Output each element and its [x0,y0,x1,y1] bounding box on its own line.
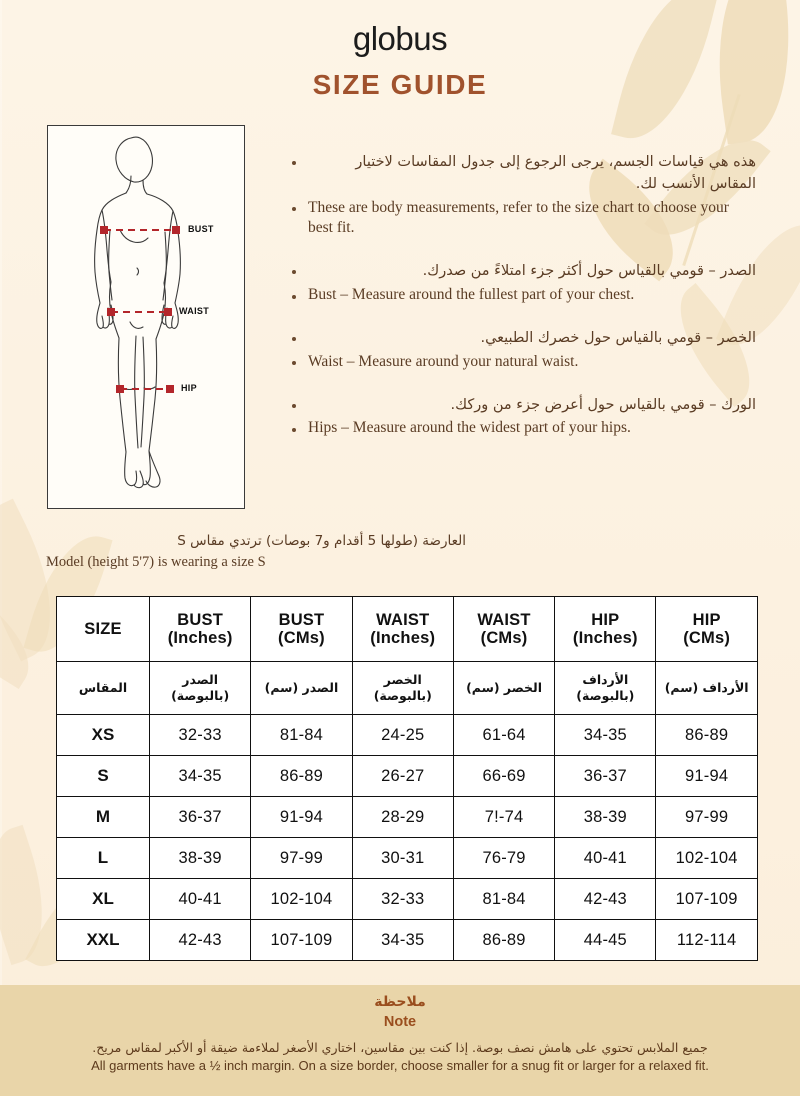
instruction-group: الصدر – قومي بالقياس حول أكثر جزء امتلاء… [286,261,756,306]
table-row: M 36-37 91-94 28-29 7!-74 38-39 97-99 [56,796,758,838]
note-section: ملاحظة Note جميع الملابس تحتوي على هامش … [0,985,800,1096]
col-header-waist-in: WAIST (Inches) [351,596,454,662]
cell-waist-cm: 61-64 [452,714,556,756]
cell-hip-in: 36-37 [554,755,657,797]
cell-bust-in: 42-43 [148,919,252,961]
cell-size: M [56,796,150,838]
cell-size: S [56,755,150,797]
table-row: XXL 42-43 107-109 34-35 86-89 44-45 112-… [56,919,758,961]
cell-waist-in: 28-29 [351,796,454,838]
cell-hip-in: 38-39 [554,796,657,838]
instruction-en: Waist – Measure around your natural wais… [286,352,756,373]
cell-hip-in: 44-45 [554,919,657,961]
col-header-size: SIZE [56,596,150,662]
table-row: XS 32-33 81-84 24-25 61-64 34-35 86-89 [56,714,758,756]
cell-bust-in: 34-35 [148,755,252,797]
cell-hip-cm: 91-94 [655,755,758,797]
cell-hip-cm: 107-109 [655,878,758,920]
cell-bust-in: 36-37 [148,796,252,838]
cell-bust-cm: 102-104 [250,878,353,920]
cell-waist-cm: 7!-74 [452,796,556,838]
label-bust: BUST [188,224,214,234]
instruction-en: These are body measurements, refer to th… [286,198,756,240]
instruction-ar: هذه هي قياسات الجسم، يرجى الرجوع إلى جدو… [286,152,756,196]
cell-waist-cm: 86-89 [452,919,556,961]
cell-bust-cm: 81-84 [250,714,353,756]
col-header-hip-in-ar: الأرداف (بالبوصة) [554,661,657,715]
cell-hip-cm: 112-114 [655,919,758,961]
note-title-en: Note [383,1013,417,1030]
col-header-hip-cm: HIP (CMs) [655,596,758,662]
cell-hip-in: 40-41 [554,837,657,879]
female-body-illustration [94,136,181,489]
cell-size: XXL [56,919,150,961]
cell-hip-cm: 97-99 [655,796,758,838]
cell-waist-in: 30-31 [351,837,454,879]
cell-size: XL [56,878,150,920]
instruction-ar: الورك – قومي بالقياس حول أعرض جزء من ورك… [286,395,756,417]
label-hip: HIP [181,383,197,393]
measurement-instructions: هذه هي قياسات الجسم، يرجى الرجوع إلى جدو… [286,152,756,461]
table-header-row-en: SIZE BUST (Inches) BUST (CMs) WAIST (Inches… [56,596,758,662]
col-header-waist-cm: WAIST (CMs) [452,596,556,662]
col-header-bust-cm-ar: الصدر (سم) [250,661,353,715]
instruction-ar: الخصر – قومي بالقياس حول خصرك الطبيعي. [286,328,756,350]
cell-waist-in: 26-27 [351,755,454,797]
cell-bust-in: 40-41 [148,878,252,920]
brand-logo: globus [352,20,448,57]
instruction-group: الخصر – قومي بالقياس حول خصرك الطبيعي. W… [286,328,756,373]
instruction-en: Hips – Measure around the widest part of… [286,418,756,439]
page-title: SIZE GUIDE [312,69,488,100]
cell-waist-cm: 76-79 [452,837,556,879]
col-header-size-ar: المقاس [56,661,150,715]
table-header-row-ar: المقاس الصدر (بالبوصة) الصدر (سم) الخصر … [56,661,758,715]
cell-hip-in: 34-35 [554,714,657,756]
cell-hip-cm: 102-104 [655,837,758,879]
cell-waist-cm: 66-69 [452,755,556,797]
table-row: XL 40-41 102-104 32-33 81-84 42-43 107-1… [56,878,758,920]
table-row: S 34-35 86-89 26-27 66-69 36-37 91-94 [56,755,758,797]
cell-waist-in: 24-25 [351,714,454,756]
col-header-hip-cm-ar: الأرداف (سم) [655,661,758,715]
cell-bust-cm: 86-89 [250,755,353,797]
cell-waist-in: 32-33 [351,878,454,920]
col-header-waist-cm-ar: الخصر (سم) [452,661,556,715]
col-header-bust-in: BUST (Inches) [148,596,252,662]
body-measurement-figure: BUST WAIST HIP [47,125,245,509]
note-title-ar: ملاحظة [374,994,426,1010]
cell-bust-cm: 107-109 [250,919,353,961]
col-header-bust-cm: BUST (CMs) [250,596,353,662]
cell-waist-cm: 81-84 [452,878,556,920]
measurement-endpoints [100,226,180,393]
page-header: globus SIZE GUIDE [0,22,800,99]
instruction-group: هذه هي قياسات الجسم، يرجى الرجوع إلى جدو… [286,152,756,239]
cell-waist-in: 34-35 [351,919,454,961]
instruction-ar: الصدر – قومي بالقياس حول أكثر جزء امتلاء… [286,261,756,283]
col-header-waist-in-ar: الخصر (بالبوصة) [351,661,454,715]
cell-size: L [56,837,150,879]
instruction-en: Bust – Measure around the fullest part o… [286,285,756,306]
model-caption-ar: العارضة (طولها 5 أقدام و7 بوصات) ترتدي م… [177,533,466,549]
col-header-bust-in-ar: الصدر (بالبوصة) [148,661,252,715]
cell-bust-in: 38-39 [148,837,252,879]
note-body-ar: جميع الملابس تحتوي على هامش نصف بوصة. إذ… [92,1040,708,1056]
cell-hip-cm: 86-89 [655,714,758,756]
label-waist: WAIST [179,306,209,316]
col-header-hip-in: HIP (Inches) [554,596,657,662]
cell-hip-in: 42-43 [554,878,657,920]
instruction-group: الورك – قومي بالقياس حول أعرض جزء من ورك… [286,395,756,440]
cell-bust-cm: 91-94 [250,796,353,838]
model-caption-en: Model (height 5'7) is wearing a size S [46,553,266,570]
note-body-en: All garments have a ½ inch margin. On a … [91,1058,709,1074]
table-row: L 38-39 97-99 30-31 76-79 40-41 102-104 [56,837,758,879]
size-chart-table: SIZE BUST (Inches) BUST (CMs) WAIST (Inches… [56,596,758,961]
cell-bust-in: 32-33 [148,714,252,756]
measurement-lines [104,229,176,390]
cell-size: XS [56,714,150,756]
cell-bust-cm: 97-99 [250,837,353,879]
model-caption: العارضة (طولها 5 أقدام و7 بوصات) ترتدي م… [46,532,466,572]
